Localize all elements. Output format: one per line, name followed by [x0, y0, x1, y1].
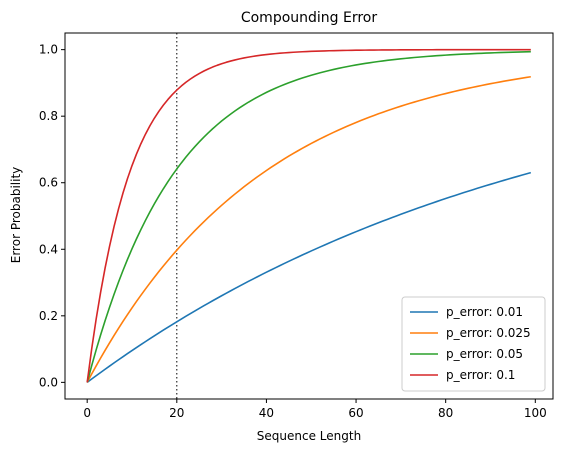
- legend: p_error: 0.01 p_error: 0.025 p_error: 0.05…: [401, 296, 546, 392]
- series-line-0: [86, 171, 532, 384]
- series-line-2: [86, 50, 531, 383]
- x-tick-label: 0: [83, 406, 91, 420]
- y-tick-label: 0.8: [39, 109, 58, 123]
- legend-label: p_error: 0.05: [446, 347, 523, 361]
- x-tick-label: 40: [259, 406, 274, 420]
- legend-box: [401, 296, 546, 392]
- y-tick-label: 1.0: [39, 43, 58, 57]
- plot-area: [86, 33, 532, 399]
- y-axis: 0.0 0.2 0.4 0.6 0.8 1.0: [39, 43, 65, 389]
- y-tick-label: 0.4: [39, 242, 58, 256]
- legend-label: p_error: 0.1: [446, 368, 515, 382]
- series-line-3: [86, 48, 531, 383]
- x-tick-label: 60: [348, 406, 363, 420]
- y-tick-label: 0.2: [39, 309, 58, 323]
- plot-frame: [64, 32, 554, 400]
- y-tick-label: 0.0: [39, 375, 58, 389]
- y-axis-label: Error Probability: [9, 167, 23, 264]
- x-axis-label: Sequence Length: [257, 429, 361, 443]
- x-tick-label: 20: [169, 406, 184, 420]
- series-line-1: [86, 75, 531, 383]
- x-tick-label: 80: [438, 406, 453, 420]
- legend-label: p_error: 0.01: [446, 305, 523, 319]
- x-axis: 0 20 40 60 80 100: [83, 399, 547, 420]
- legend-label: p_error: 0.025: [446, 326, 531, 340]
- x-tick-label: 100: [524, 406, 547, 420]
- chart-title: Compounding Error: [241, 10, 378, 26]
- y-tick-label: 0.6: [39, 176, 58, 190]
